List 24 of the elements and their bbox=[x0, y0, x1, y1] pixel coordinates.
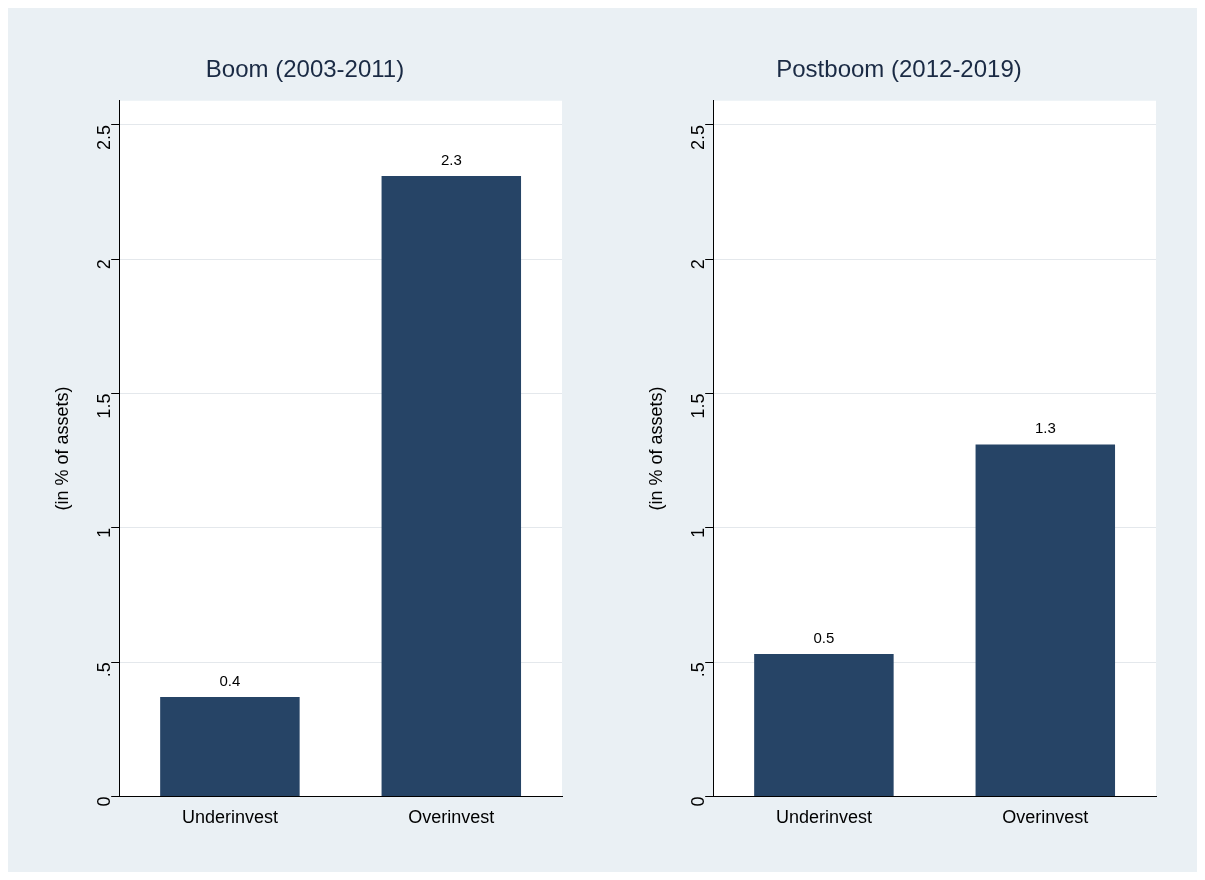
x-tick-label: Overinvest bbox=[408, 807, 495, 828]
x-tick-label: Underinvest bbox=[775, 807, 872, 828]
y-axis-title: (in % of assets) bbox=[645, 386, 666, 511]
chart-title: Postboom (2012-2019) bbox=[776, 55, 1022, 83]
data-label: 0.4 bbox=[219, 671, 241, 689]
y-tick-label: 2.5 bbox=[94, 124, 115, 150]
y-tick-label: .5 bbox=[688, 662, 709, 678]
y-tick-label: 1 bbox=[94, 527, 115, 538]
y-tick-label: 0 bbox=[688, 796, 709, 807]
y-tick-label: 2 bbox=[688, 259, 709, 270]
y-tick-label: 1.5 bbox=[94, 393, 115, 419]
x-tick-label: Overinvest bbox=[1002, 807, 1089, 828]
y-tick-label: 2 bbox=[94, 259, 115, 270]
y-axis-title: (in % of assets) bbox=[51, 386, 72, 511]
y-tick-label: 2.5 bbox=[688, 124, 709, 150]
y-tick-label: 1.5 bbox=[688, 393, 709, 419]
data-label: 1.3 bbox=[1034, 419, 1056, 437]
y-tick-label: .5 bbox=[94, 662, 115, 678]
x-tick-label: Underinvest bbox=[181, 807, 278, 828]
chart-title: Boom (2003-2011) bbox=[205, 55, 405, 83]
data-label: 0.5 bbox=[813, 628, 835, 646]
y-tick-label: 0 bbox=[94, 796, 115, 807]
y-tick-label: 1 bbox=[688, 527, 709, 538]
data-label: 2.3 bbox=[440, 150, 462, 168]
